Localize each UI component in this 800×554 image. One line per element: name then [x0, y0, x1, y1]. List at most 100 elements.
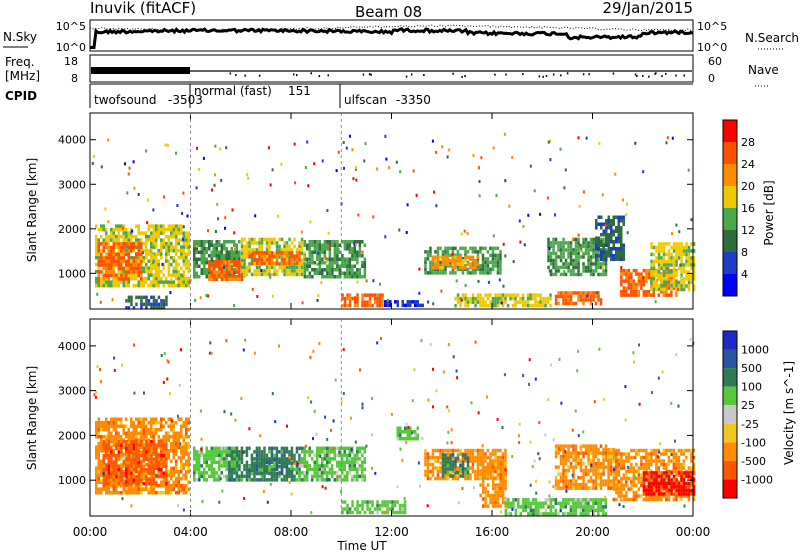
heatmap-cell	[127, 481, 131, 486]
heatmap-cell	[514, 512, 518, 516]
heatmap-cell	[185, 442, 188, 446]
heatmap-cell	[660, 259, 663, 264]
heatmap-cell	[165, 460, 168, 465]
heatmap-cell	[547, 505, 550, 509]
heatmap-cell	[449, 448, 452, 453]
heatmap-cell	[321, 257, 324, 261]
nave-point	[642, 74, 644, 77]
heatmap-cell	[165, 464, 168, 468]
heatmap-cell	[238, 457, 241, 461]
heatmap-cell	[152, 266, 155, 270]
heatmap-cell	[280, 269, 284, 273]
heatmap-cell	[589, 237, 593, 242]
heatmap-cell	[150, 224, 153, 228]
heatmap-cell	[625, 213, 628, 217]
heatmap-cell	[107, 283, 110, 288]
heatmap-cell	[326, 243, 329, 247]
heatmap-cell	[135, 263, 138, 267]
heatmap-cell	[504, 476, 507, 480]
heatmap-cell	[632, 279, 636, 283]
heatmap-cell	[115, 438, 118, 442]
heatmap-cell	[554, 501, 558, 506]
heatmap-cell	[604, 224, 607, 228]
heatmap-cell	[105, 487, 108, 491]
heatmap-cell	[175, 273, 178, 277]
heatmap-cell	[494, 497, 497, 501]
heatmap-cell	[283, 244, 286, 249]
heatmap-cell	[303, 243, 307, 247]
heatmap-cell	[127, 484, 130, 488]
heatmap-cell	[253, 237, 256, 242]
heatmap-cell	[496, 257, 500, 261]
heatmap-cell	[115, 487, 118, 491]
heatmap-cell	[559, 501, 563, 506]
heatmap-cell	[662, 284, 666, 288]
heatmap-cell	[685, 256, 688, 260]
heatmap-cell	[157, 435, 160, 439]
heatmap-cell	[494, 469, 497, 474]
heatmap-cell	[180, 252, 183, 256]
heatmap-cell	[642, 170, 645, 174]
heatmap-cell	[162, 471, 166, 475]
heatmap-cell	[100, 280, 103, 284]
heatmap-cell	[107, 453, 111, 458]
heatmap-cell	[115, 460, 118, 465]
heatmap-cell	[654, 300, 657, 304]
heatmap-cell	[660, 266, 663, 271]
heatmap-cell	[363, 303, 367, 308]
heatmap-cell	[577, 237, 580, 242]
heatmap-cell	[177, 477, 180, 481]
heatmap-cell	[549, 498, 553, 502]
heatmap-cell	[692, 287, 696, 292]
heatmap-cell	[112, 270, 115, 274]
heatmap-cell	[306, 474, 309, 479]
heatmap-cell	[474, 271, 477, 275]
heatmap-cell	[514, 300, 517, 304]
heatmap-cell	[303, 251, 306, 256]
heatmap-cell	[679, 263, 682, 267]
heatmap-cell	[434, 459, 437, 463]
heatmap-cell	[155, 466, 158, 470]
heatmap-cell	[327, 231, 330, 235]
heatmap-cell	[155, 245, 158, 249]
heatmap-cell	[300, 230, 303, 234]
heatmap-cell	[225, 277, 229, 281]
heatmap-cell	[486, 469, 490, 473]
heatmap-cell	[670, 275, 673, 280]
heatmap-cell	[602, 233, 605, 237]
heatmap-cell	[592, 237, 595, 242]
heatmap-cell	[215, 260, 219, 264]
heatmap-cell	[112, 435, 115, 439]
heatmap-cell	[228, 277, 231, 281]
heatmap-cell	[127, 457, 131, 461]
heatmap-cell	[363, 450, 366, 454]
heatmap-cell	[112, 443, 116, 447]
heatmap-cell	[491, 264, 495, 268]
heatmap-cell	[187, 259, 190, 263]
heatmap-cell	[255, 261, 259, 266]
heatmap-cell	[479, 303, 482, 308]
heatmap-cell	[162, 443, 166, 447]
heatmap-cell	[152, 452, 155, 456]
heatmap-cell	[512, 501, 515, 506]
heatmap-cell	[230, 474, 234, 479]
heatmap-cell	[341, 464, 344, 468]
heatmap-cell	[193, 471, 196, 475]
heatmap-cell	[245, 265, 249, 270]
heatmap-cell	[208, 267, 211, 271]
heatmap-cell	[474, 296, 477, 301]
heatmap-cell	[481, 246, 485, 251]
heatmap-cell	[313, 247, 317, 251]
heatmap-cell	[449, 264, 452, 268]
heatmap-cell	[366, 507, 369, 511]
heatmap-cell	[285, 461, 289, 465]
heatmap-cell	[348, 264, 352, 268]
heatmap-cell	[620, 257, 623, 261]
heatmap-cell	[351, 264, 354, 268]
heatmap-cell	[155, 464, 158, 468]
heatmap-cell	[145, 424, 148, 428]
heatmap-cell	[484, 455, 487, 460]
heatmap-cell	[280, 461, 284, 465]
heatmap-cell	[489, 497, 492, 501]
heatmap-cell	[655, 249, 658, 253]
